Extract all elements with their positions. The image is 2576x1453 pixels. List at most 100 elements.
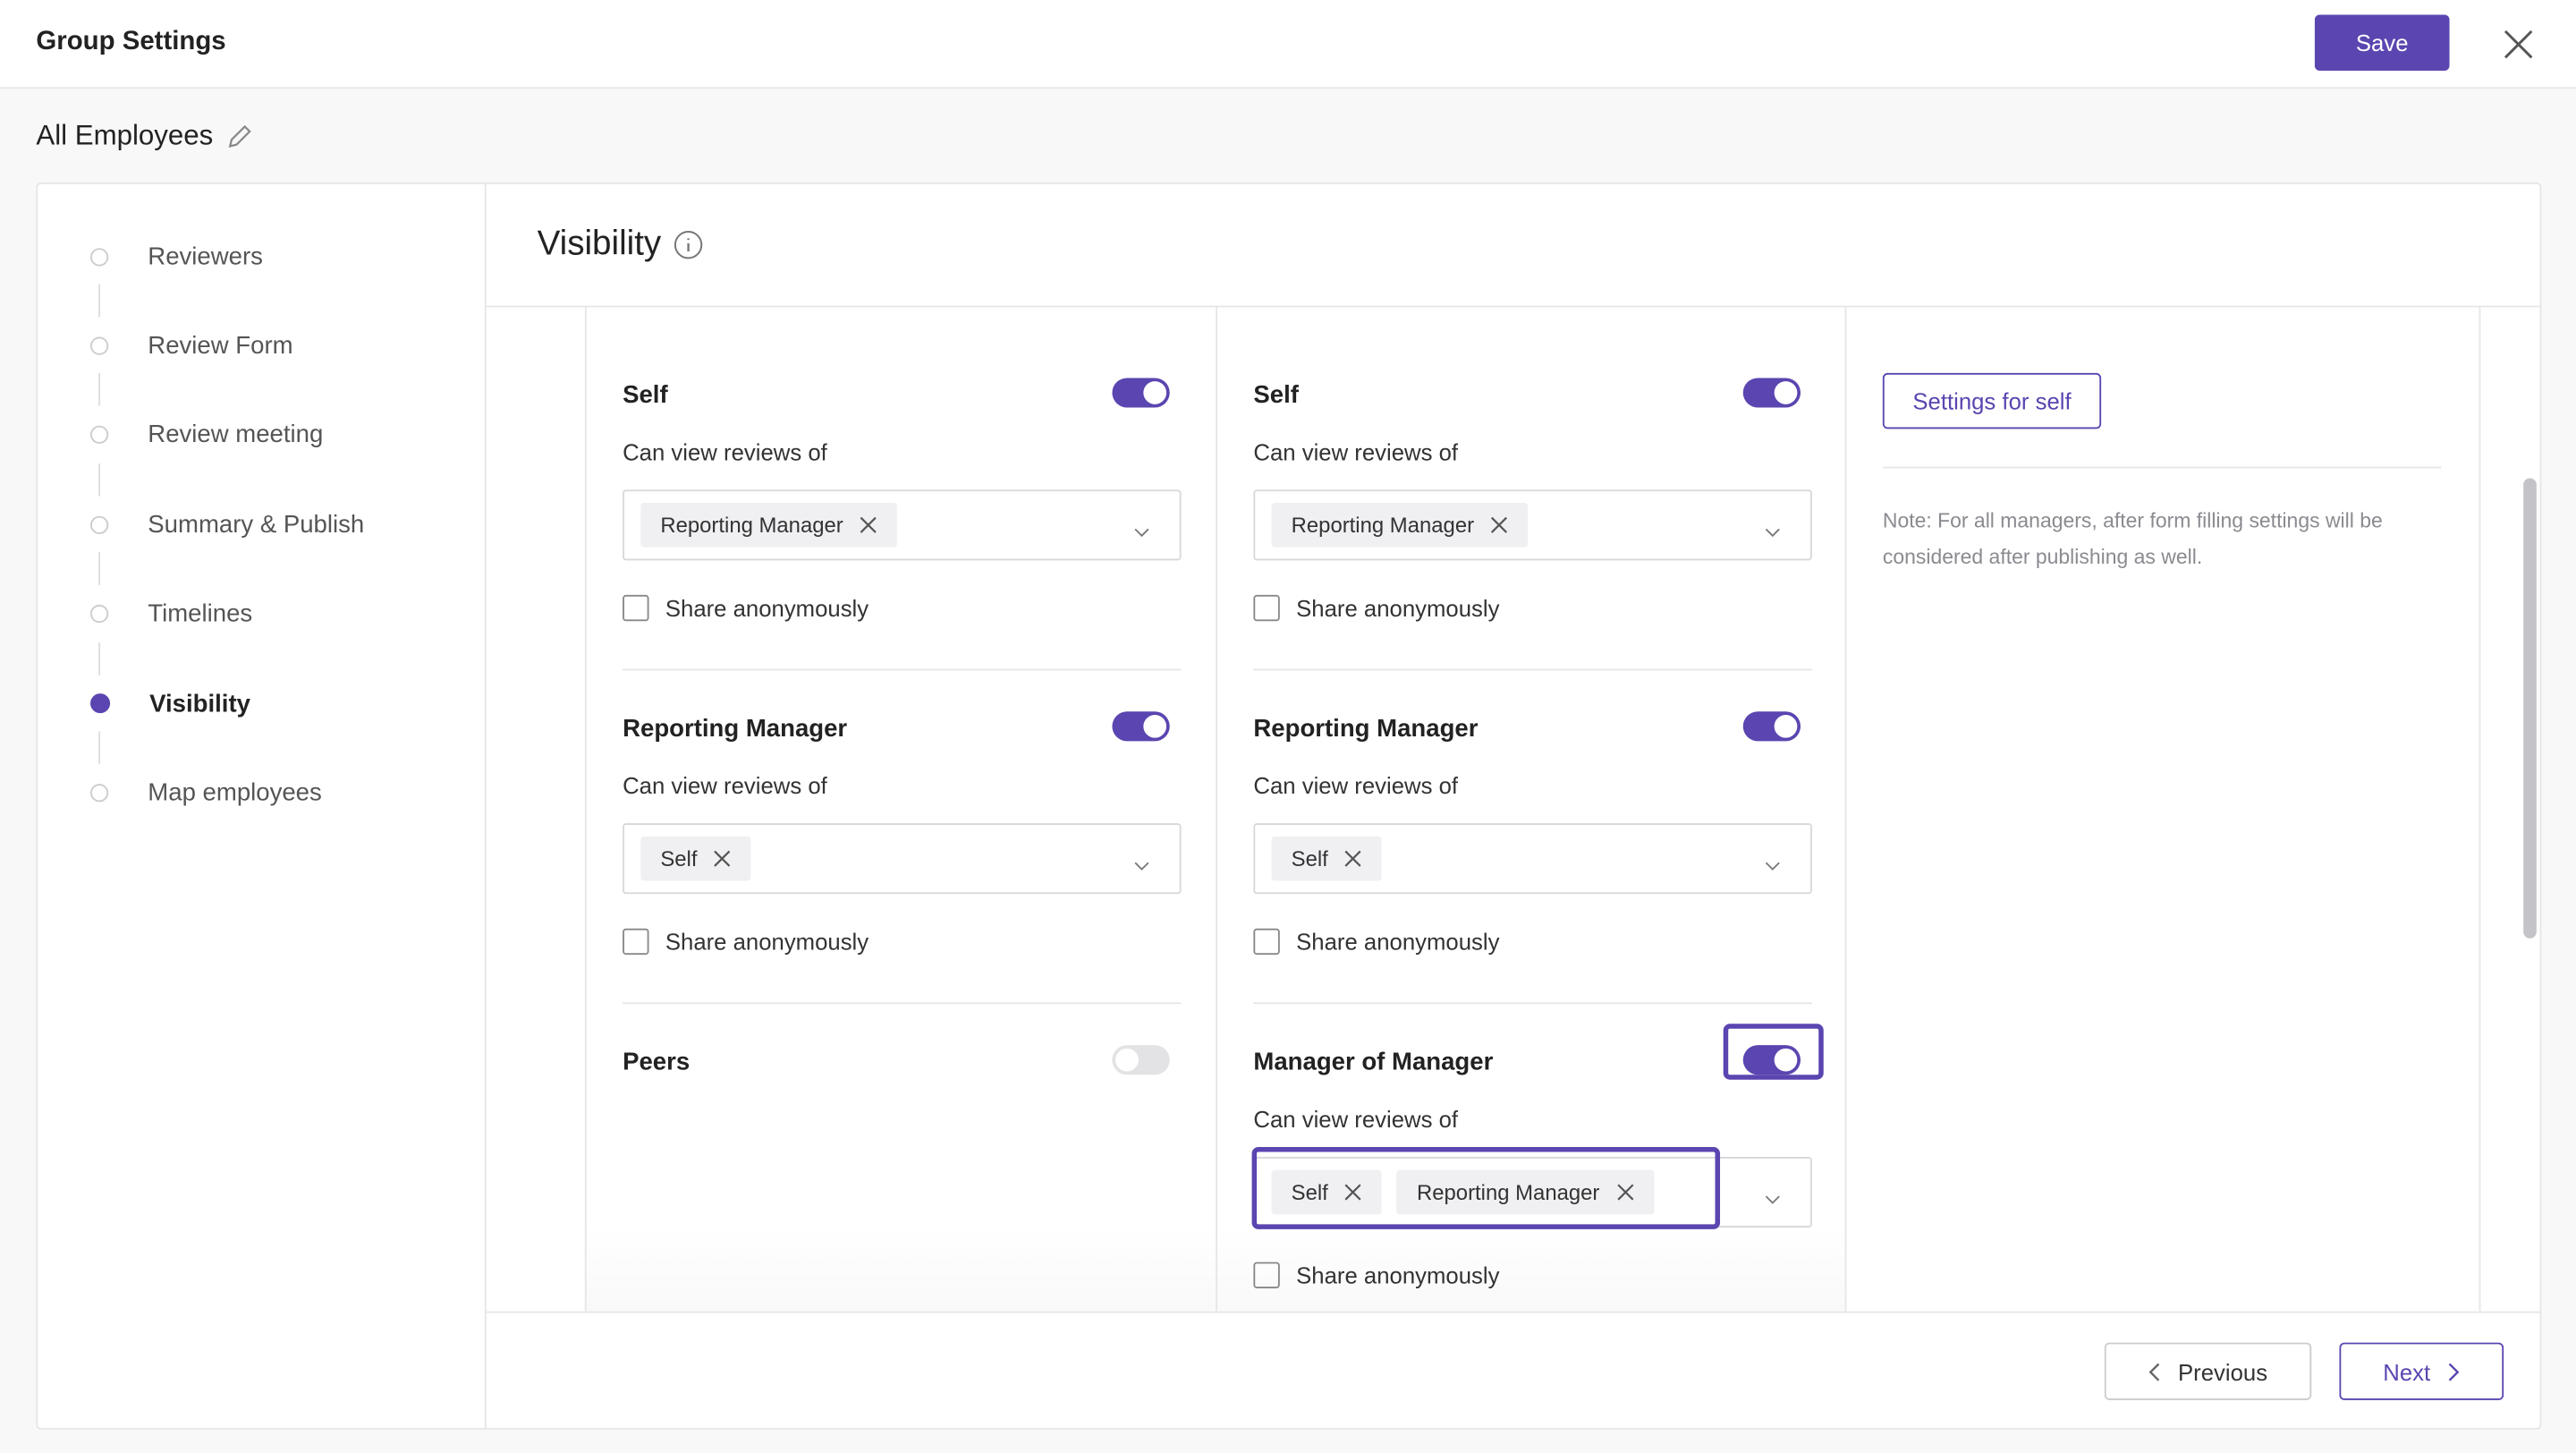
toggle-knob <box>1115 1048 1139 1072</box>
step-connector <box>98 552 101 586</box>
steps-sidebar: Reviewers Review Form Review meeting Summar… <box>38 183 487 1429</box>
toggle[interactable] <box>1112 378 1170 408</box>
toggle-knob <box>1774 714 1798 738</box>
chevron <box>1765 851 1781 880</box>
tag: Reporting Manager <box>1396 1169 1655 1215</box>
step-connector <box>98 731 101 765</box>
group-name-row: All Employees <box>36 120 252 153</box>
toggle-knob <box>1143 381 1167 404</box>
checkbox-label: Share anonymously <box>665 928 869 956</box>
step[interactable]: Map employees <box>38 775 322 811</box>
header: Group Settings Save <box>0 0 2576 89</box>
tag-remove[interactable] <box>1490 516 1508 534</box>
tag-label: Reporting Manager <box>660 513 843 538</box>
main-card: Reviewers Review Form Review meeting Summar… <box>36 182 2542 1430</box>
checkbox[interactable] <box>1253 928 1280 956</box>
role-block: Peers <box>623 1045 1181 1312</box>
step[interactable]: Summary & Publish <box>38 506 364 542</box>
step[interactable]: Visibility <box>38 685 250 721</box>
checkbox-row[interactable]: Share anonymously <box>623 928 869 956</box>
checkbox-label: Share anonymously <box>1296 1262 1500 1288</box>
role-block: Manager of Manager Can view reviews of Sel… <box>1251 1024 1824 1312</box>
chevron <box>1133 851 1149 880</box>
step-dot <box>90 247 109 266</box>
checkbox[interactable] <box>1253 1262 1280 1288</box>
tag-remove[interactable] <box>1344 1183 1362 1201</box>
toggle[interactable] <box>1742 378 1801 408</box>
toggle[interactable] <box>1112 711 1170 742</box>
settings-for-self-button[interactable]: Settings for self <box>1882 372 2102 429</box>
close-icon[interactable] <box>2504 30 2533 59</box>
toggle[interactable] <box>1742 1045 1801 1075</box>
multi-select[interactable]: Reporting Manager <box>623 489 1182 561</box>
step-dot <box>90 426 109 445</box>
step-connector <box>98 463 101 497</box>
checkbox-row[interactable]: Share anonymously <box>1253 1262 1499 1288</box>
multi-select[interactable]: Reporting Manager <box>1253 489 1812 561</box>
tag-label: Reporting Manager <box>1416 1179 1600 1205</box>
tag-label: Self <box>1291 1179 1328 1205</box>
tag-remove[interactable] <box>1616 1183 1634 1201</box>
step-label: Review meeting <box>148 421 324 449</box>
checkbox-row[interactable]: Share anonymously <box>1253 928 1499 956</box>
side-panel: Settings for self Note: For all managers… <box>1844 307 2481 1312</box>
step[interactable]: Review meeting <box>38 417 323 453</box>
role-column: Self Can view reviews of Reporting Manager… <box>584 307 1217 1312</box>
step-dot <box>90 783 109 803</box>
step-label: Summary & Publish <box>148 510 365 539</box>
checkbox[interactable] <box>623 594 649 622</box>
tag-label: Reporting Manager <box>1291 513 1475 538</box>
role-name: Self <box>1253 381 1299 410</box>
note: Note: For all managers, after form filli… <box>1882 509 2383 569</box>
toggle-highlight <box>1723 1024 1824 1080</box>
step-connector <box>98 642 101 676</box>
chevron <box>1765 1185 1781 1214</box>
checkbox-row[interactable]: Share anonymously <box>623 594 869 622</box>
step-dot <box>90 336 109 355</box>
field-label: Can view reviews of <box>623 438 827 465</box>
step[interactable]: Timelines <box>38 596 252 632</box>
tag-remove[interactable] <box>1344 850 1362 868</box>
step-label: Timelines <box>148 599 253 628</box>
toggle[interactable] <box>1112 1045 1170 1075</box>
tag-remove[interactable] <box>860 516 877 534</box>
tag: Self <box>1271 836 1383 881</box>
role-block: Self Can view reviews of Reporting Manager… <box>1253 378 1812 713</box>
next-button[interactable]: Next <box>2339 1342 2504 1400</box>
tag-remove[interactable] <box>714 850 732 868</box>
step[interactable]: Reviewers <box>38 238 263 274</box>
next-label: Next <box>2383 1358 2431 1385</box>
info-icon[interactable] <box>674 230 704 259</box>
field-label: Can view reviews of <box>1253 772 1459 799</box>
previous-button[interactable]: Previous <box>2104 1342 2312 1400</box>
step-connector <box>98 373 101 407</box>
edit-icon[interactable] <box>226 123 252 149</box>
save-button[interactable]: Save <box>2314 14 2450 71</box>
role-name: Peers <box>623 1048 691 1077</box>
step-label: Reviewers <box>148 242 263 271</box>
divider <box>1253 1002 1812 1005</box>
tag: Reporting Manager <box>640 503 898 548</box>
step[interactable]: Review Form <box>38 327 293 363</box>
toggle-knob <box>1774 1048 1798 1072</box>
checkbox[interactable] <box>1253 594 1280 622</box>
checkbox[interactable] <box>623 928 649 956</box>
step-dot <box>90 605 109 624</box>
scrollbar-thumb[interactable] <box>2523 478 2537 939</box>
multi-select[interactable]: Self <box>1253 823 1812 895</box>
divider <box>623 668 1182 671</box>
divider <box>623 1002 1182 1005</box>
toggle[interactable] <box>1742 711 1801 742</box>
role-name: Self <box>623 381 668 410</box>
divider <box>1253 668 1812 671</box>
step-dot <box>90 515 109 534</box>
tag: Self <box>1271 1169 1383 1215</box>
step-label: Map employees <box>148 778 322 807</box>
section-header: Visibility <box>486 184 2540 308</box>
checkbox-row[interactable]: Share anonymously <box>1253 594 1499 622</box>
scroll-area: Settings for self Note: For all managers… <box>487 307 2540 1312</box>
role-column: Self Can view reviews of Reporting Manager… <box>1216 307 1848 1312</box>
multi-select[interactable]: Self <box>623 823 1182 895</box>
